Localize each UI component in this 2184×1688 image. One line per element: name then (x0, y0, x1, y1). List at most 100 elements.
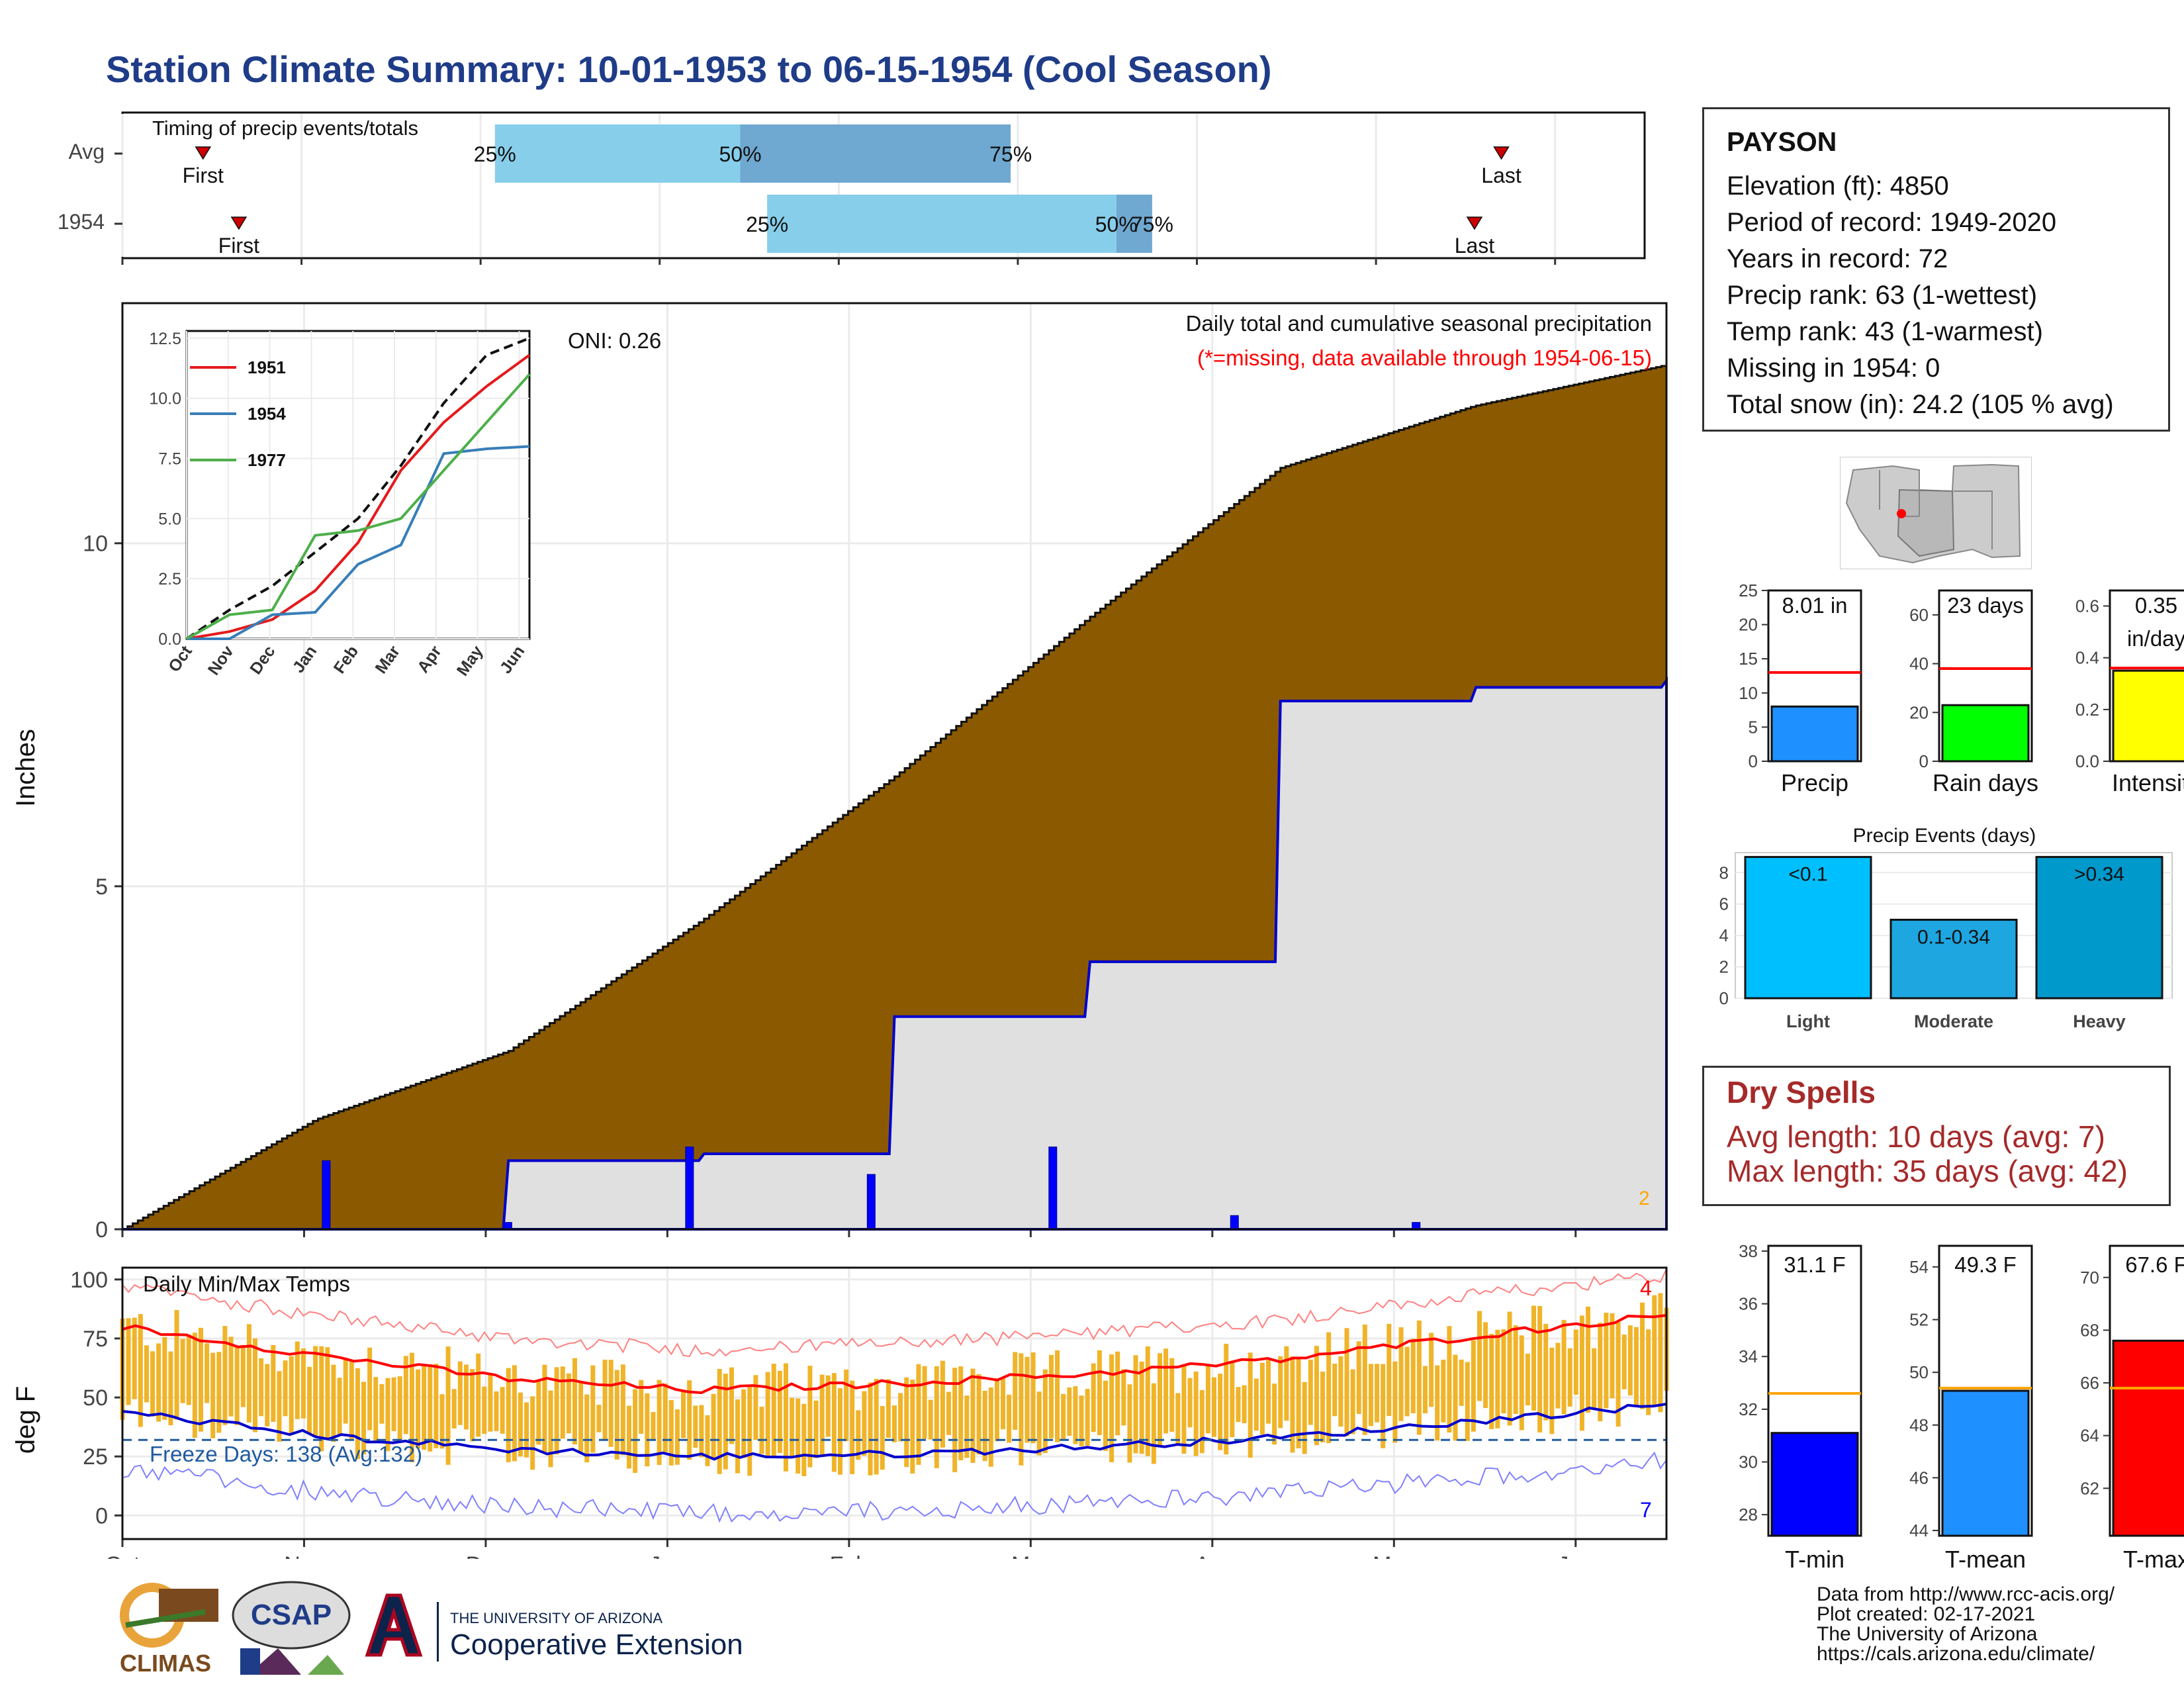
month-tick-label: Nov (284, 1552, 324, 1559)
page-title: Station Climate Summary: 10-01-1953 to 0… (106, 48, 1272, 90)
daily-temp-bar (705, 1415, 710, 1466)
avg-max-line (122, 1314, 1667, 1395)
ua-bottom-text: Cooperative Extension (450, 1628, 743, 1661)
daily-temp-bar (1392, 1361, 1398, 1443)
daily-precip-bar (503, 1222, 512, 1230)
daily-temp-bar (627, 1405, 632, 1469)
daily-temp-bar (1175, 1393, 1181, 1444)
csap-logo: CSAP (232, 1581, 351, 1675)
daily-temp-bar (633, 1389, 638, 1474)
daily-temp-bar (1525, 1354, 1530, 1405)
daily-temp-bar (439, 1394, 445, 1449)
daily-temp-bar (747, 1386, 752, 1476)
summary-y-tick-label: 0.2 (2075, 700, 2099, 720)
daily-temp-bar (1007, 1394, 1012, 1443)
daily-temp-bar (1115, 1351, 1120, 1436)
daily-temp-bar (1121, 1369, 1126, 1426)
daily-temp-bar (729, 1367, 734, 1444)
daily-temp-bar (271, 1344, 276, 1422)
daily-temp-bar (1169, 1358, 1175, 1432)
daily-temp-bar (1537, 1305, 1543, 1432)
daily-temp-bar (1459, 1359, 1464, 1406)
daily-temp-bar (1079, 1395, 1084, 1446)
temp-summary-category-label: T-max (2123, 1546, 2184, 1573)
oni-label: ONI: 0.26 (568, 328, 661, 353)
summary-y-tick-label: 0.0 (2075, 751, 2099, 771)
daily-temp-bar (1633, 1327, 1639, 1407)
events-y-tick-label: 6 (1719, 894, 1729, 914)
temp-y-tick-label: 50 (83, 1385, 108, 1411)
month-tick-label: Dec (466, 1552, 506, 1559)
daily-temp-bar (1266, 1360, 1271, 1424)
daily-temp-bar (1302, 1382, 1307, 1454)
daily-temp-bar (1435, 1365, 1440, 1441)
daily-temp-bar (771, 1364, 776, 1456)
daily-temp-bar (904, 1377, 909, 1468)
daily-temp-bar (1308, 1359, 1313, 1425)
temp-summary-y-tick-label: 64 (2080, 1426, 2099, 1446)
temp-ylabel: deg F (11, 1386, 40, 1454)
events-bar-label: >0.34 (2074, 864, 2124, 886)
daily-temp-bar (1163, 1348, 1169, 1434)
temp-count-bottom: 7 (1640, 1498, 1652, 1522)
temp-summary-y-tick-label: 54 (1909, 1257, 1929, 1277)
temp-y-tick-label: 75 (83, 1327, 108, 1352)
daily-temp-bar (934, 1366, 939, 1468)
daily-temp-bar (645, 1393, 650, 1467)
daily-temp-bar (343, 1358, 348, 1424)
daily-temp-bar (397, 1376, 402, 1440)
daily-temp-bar (807, 1366, 813, 1468)
daily-temp-bar (862, 1391, 867, 1456)
summary-category-label: Intensity (2112, 769, 2184, 796)
daily-temp-bar (548, 1390, 553, 1468)
temp-summary-y-tick-label: 52 (1909, 1309, 1929, 1329)
daily-temp-bar (662, 1383, 668, 1452)
daily-temp-bar (385, 1378, 390, 1452)
daily-temp-bar (373, 1377, 379, 1441)
daily-temp-bar (753, 1375, 758, 1440)
daily-temp-bar (132, 1317, 137, 1399)
daily-temp-bar (252, 1338, 257, 1432)
dry-spells-max: Max length: 35 days (avg: 42) (1727, 1154, 2128, 1188)
summary-value-label: 23 days (1947, 593, 2024, 618)
daily-temp-bar (1658, 1293, 1663, 1413)
inset-year-line (186, 373, 531, 640)
summary-category-label: Rain days (1933, 769, 2038, 796)
daily-temp-bar (205, 1343, 210, 1403)
daily-temp-bar (1621, 1335, 1627, 1389)
daily-temp-bar (1513, 1325, 1518, 1414)
daily-temp-bar (940, 1360, 945, 1448)
inset-x-tick-label: Jun (496, 642, 528, 677)
daily-temp-bar (313, 1346, 318, 1436)
precip-events-chart: 0 2 4 6 8 <0.1 Light 0.1-0.34 Moderate >0.34 Heavy… (1719, 825, 2173, 1031)
summary-y-tick-label: 15 (1739, 649, 1758, 669)
daily-temp-bar (783, 1363, 788, 1472)
daily-temp-bar (1338, 1356, 1343, 1427)
daily-temp-bar (1398, 1327, 1404, 1421)
inset-x-tick-label: May (453, 642, 487, 679)
daily-temp-bar (482, 1386, 487, 1434)
summary-bars: 0 5 10 15 20 25 8.01 in Precip 0 20 40 60 23 days Rai… (1739, 581, 2184, 796)
daily-temp-bar (536, 1380, 541, 1445)
ua-divider (437, 1602, 439, 1662)
daily-temp-bar (403, 1356, 408, 1434)
inset-x-tick-label: Dec (246, 642, 279, 678)
daily-temp-bar (620, 1364, 625, 1456)
temp-summary-y-tick-label: 34 (1739, 1346, 1758, 1366)
daily-temp-bar (572, 1358, 577, 1445)
station-line: Temp rank: 43 (1-warmest) (1727, 317, 2043, 346)
precip-annotation-title: Daily total and cumulative seasonal prec… (1186, 311, 1652, 336)
daily-temp-bar (687, 1380, 692, 1460)
daily-temp-bar (277, 1371, 282, 1442)
daily-temp-bar (192, 1333, 197, 1438)
daily-temp-bar (156, 1343, 161, 1422)
daily-temp-bar (819, 1374, 825, 1456)
daily-temp-bar (825, 1375, 831, 1437)
summary-y-tick-label: 10 (1739, 683, 1758, 703)
temp-y-tick-label: 25 (83, 1444, 108, 1470)
events-category-label: Heavy (2073, 1011, 2126, 1031)
daily-temp-bar (723, 1374, 728, 1470)
event-marker-icon (1493, 146, 1510, 160)
daily-temp-bar (892, 1405, 897, 1442)
